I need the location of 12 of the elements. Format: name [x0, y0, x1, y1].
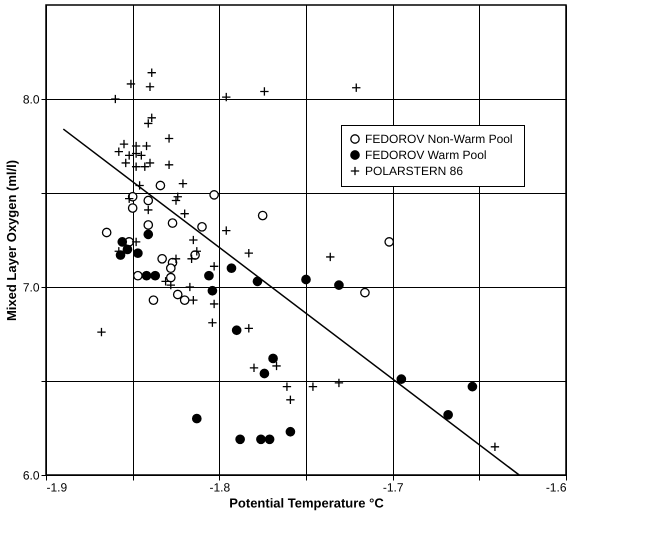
legend-label: POLARSTERN 86 — [365, 164, 464, 178]
x-tick-label: -1.6 — [546, 480, 567, 494]
y-tick-label: 8.0 — [22, 92, 40, 106]
x-tick-label: -1.7 — [382, 480, 404, 494]
legend-label: FEDOROV Warm Pool — [365, 148, 487, 162]
x-tick-label: -1.9 — [46, 480, 68, 494]
x-axis-title: Potential Temperature °C — [229, 496, 384, 510]
legend-label: FEDOROV Non-Warm Pool — [365, 132, 513, 146]
y-tick-label: 7.0 — [22, 280, 40, 294]
y-tick-label: 6.0 — [22, 468, 40, 482]
y-axis-title: Mixed Layer Oxygen (ml/l) — [4, 160, 19, 322]
x-tick-label: -1.8 — [209, 480, 230, 494]
